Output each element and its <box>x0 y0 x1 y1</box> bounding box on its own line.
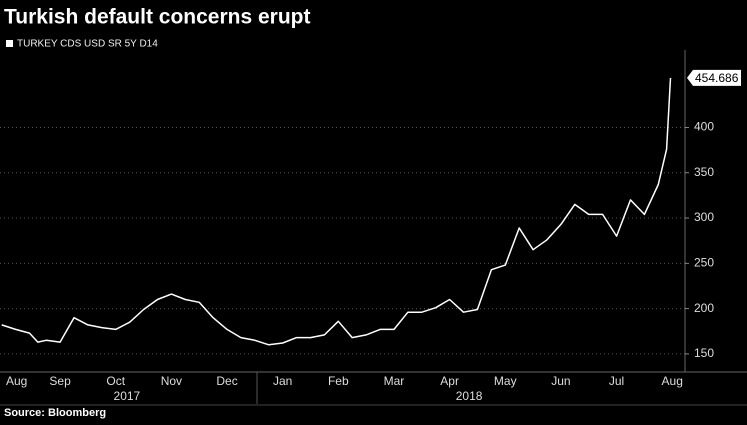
x-tick-label: Feb <box>328 374 349 388</box>
x-tick-label: Jul <box>609 374 624 388</box>
source: Source: Bloomberg <box>4 407 106 419</box>
chart-title: Turkish default concerns erupt <box>4 6 311 29</box>
year-label: 2017 <box>114 389 141 403</box>
legend-swatch <box>6 40 13 47</box>
x-tick-label: Mar <box>384 374 405 388</box>
y-tick-label: 400 <box>694 120 714 134</box>
x-tick-label: Jun <box>551 374 570 388</box>
x-tick-label: Apr <box>440 374 459 388</box>
x-tick-label: Jan <box>273 374 292 388</box>
x-tick-label: Aug <box>6 374 27 388</box>
year-label: 2018 <box>456 389 483 403</box>
legend-label: TURKEY CDS USD SR 5Y D14 <box>17 39 158 50</box>
x-tick-label: Aug <box>662 374 683 388</box>
y-tick-label: 200 <box>694 301 714 315</box>
x-tick-label: Sep <box>49 374 71 388</box>
y-tick-label: 250 <box>694 255 714 269</box>
y-tick-label: 350 <box>694 165 714 179</box>
x-tick-label: Dec <box>216 374 237 388</box>
y-tick-label: 150 <box>694 346 714 360</box>
last-value-label: 454.686 <box>695 71 739 85</box>
last-value-box <box>687 69 741 86</box>
line-series <box>1 77 672 346</box>
x-tick-label: Oct <box>106 374 125 388</box>
x-tick-label: May <box>494 374 517 388</box>
x-tick-label: Nov <box>161 374 182 388</box>
y-tick-label: 300 <box>694 210 714 224</box>
